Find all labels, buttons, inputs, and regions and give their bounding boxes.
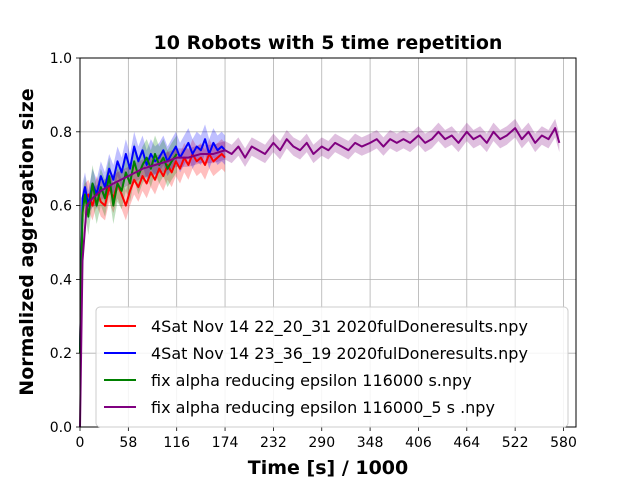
series-1-line [79, 152, 226, 354]
legend: 4Sat Nov 14 22_20_31 2020fulDoneresults.… [95, 306, 569, 428]
x-tick-label: 580 [550, 435, 577, 451]
x-tick-label: 0 [76, 435, 85, 451]
x-tick-label: 174 [212, 435, 239, 451]
x-tick-label: 232 [260, 435, 287, 451]
series-3-line [79, 152, 178, 354]
y-tick-label: 0.4 [50, 272, 72, 288]
x-tick-label: 116 [163, 435, 190, 451]
y-tick-label: 0.2 [50, 346, 72, 362]
legend-label: 4Sat Nov 14 23_36_19 2020fulDoneresults.… [151, 344, 528, 364]
x-tick-label: 406 [405, 435, 432, 451]
legend-label: fix alpha reducing epsilon 116000 s.npy [151, 371, 472, 390]
series-1-band [80, 139, 226, 368]
x-tick-label: 464 [453, 435, 480, 451]
x-tick-label: 522 [502, 435, 529, 451]
y-tick-label: 0.0 [50, 420, 72, 436]
x-tick-label: 58 [119, 435, 137, 451]
series-lines [79, 127, 561, 428]
x-tick-label: 348 [357, 435, 384, 451]
y-tick-label: 0.8 [50, 125, 72, 141]
axis-ticks: 0 58 116 174 232 290 348 406 464 522 580 0.0 0.2 0.4 0… [50, 51, 577, 451]
x-axis-label: Time [s] / 1000 [248, 457, 409, 479]
y-tick-label: 0.6 [50, 199, 72, 215]
series-2-line [79, 138, 226, 354]
y-tick-label: 1.0 [50, 51, 72, 67]
legend-label: fix alpha reducing epsilon 116000_5 s .n… [151, 398, 495, 418]
series-4-line [79, 127, 561, 428]
y-axis-label: Normalized aggregation size [16, 88, 38, 395]
x-tick-label: 290 [308, 435, 335, 451]
legend-label: 4Sat Nov 14 22_20_31 2020fulDoneresults.… [151, 317, 528, 337]
chart-title: 10 Robots with 5 time repetition [154, 32, 503, 54]
legend-box [95, 306, 569, 428]
